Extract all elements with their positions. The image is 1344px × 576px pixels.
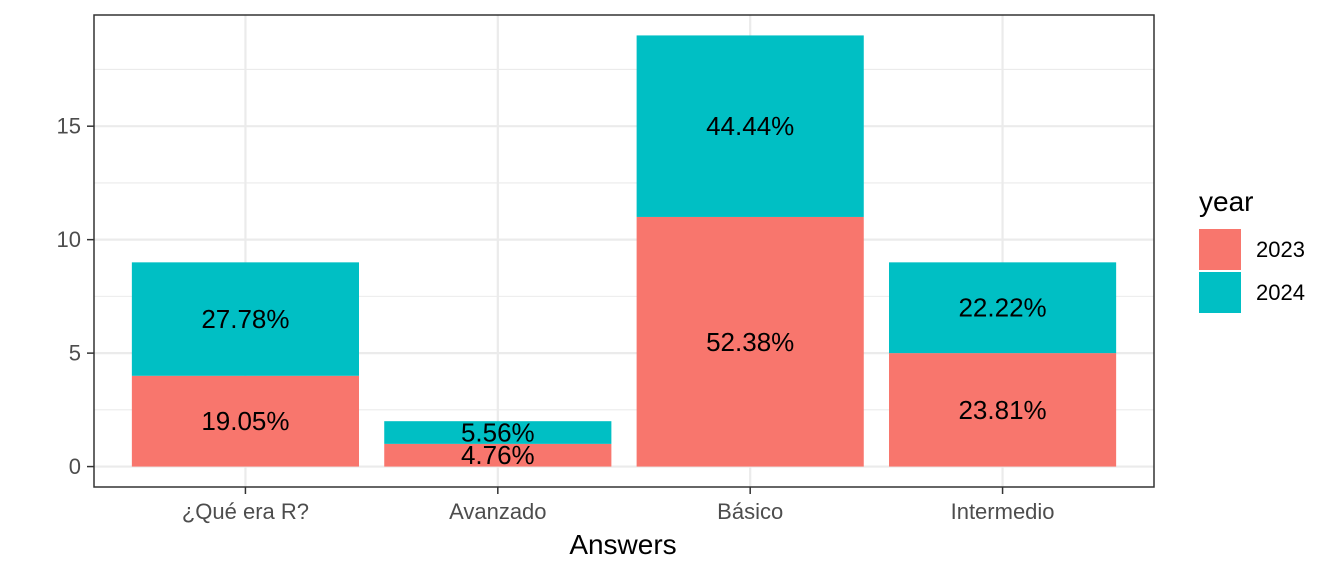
bar-segment-2023	[889, 353, 1117, 467]
bar-segment-2024	[636, 35, 864, 217]
bar-segment-2024	[131, 262, 359, 376]
x-axis: ¿Qué era R? Avanzado Básico Intermedio	[182, 487, 1055, 524]
y-tick-label: 15	[57, 114, 81, 139]
x-tick-label: Intermedio	[951, 499, 1055, 524]
legend-key-2023	[1199, 229, 1241, 270]
data-label-2023: 19.05%	[201, 406, 289, 436]
data-label-2024: 5.56%	[461, 418, 535, 448]
data-label-2024: 27.78%	[201, 304, 289, 334]
y-tick-label: 10	[57, 227, 81, 252]
data-label-2024: 44.44%	[706, 111, 794, 141]
data-label-2023: 23.81%	[958, 395, 1046, 425]
bar-segment-2024	[384, 421, 612, 444]
x-axis-title: Answers	[569, 529, 676, 560]
data-label-2023: 52.38%	[706, 327, 794, 357]
legend-label-2024: 2024	[1256, 280, 1305, 305]
data-labels: 19.05% 27.78% 4.76%5.56% 52.38% 44.44% 23.81%…	[201, 111, 1046, 470]
panel-border	[93, 14, 1155, 488]
data-label-2024: 22.22%	[958, 293, 1046, 323]
bar-segment-2023	[384, 443, 612, 467]
plot-panel-border	[93, 14, 1155, 488]
x-tick-label: Avanzado	[449, 499, 546, 524]
x-tick-label: Básico	[717, 499, 783, 524]
data-label-2023: 4.76%	[461, 440, 535, 470]
bar-segment-2024	[889, 262, 1117, 354]
x-tick-label: ¿Qué era R?	[182, 499, 309, 524]
y-axis: 0 5 10 15	[57, 114, 94, 479]
bars	[131, 35, 1117, 467]
y-tick-label: 5	[69, 341, 81, 366]
legend-label-2023: 2023	[1256, 237, 1305, 262]
legend-key-2024	[1199, 272, 1241, 313]
legend-title: year	[1199, 186, 1253, 217]
bar-segment-2023	[131, 375, 359, 467]
y-tick-label: 0	[69, 454, 81, 479]
legend: year 2023 2024	[1199, 186, 1305, 313]
bar-segment-2023	[636, 216, 864, 467]
